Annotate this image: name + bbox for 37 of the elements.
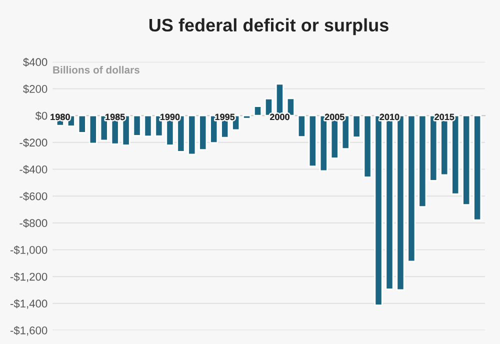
x-tick-label: 1995 xyxy=(215,114,235,120)
bar xyxy=(462,114,471,206)
bar xyxy=(254,106,262,116)
bar xyxy=(407,114,416,262)
x-tick-label: 2000 xyxy=(270,114,290,120)
x-tick-label: 2005 xyxy=(324,114,344,120)
y-tick-label: -$800 xyxy=(20,218,48,228)
bar xyxy=(78,114,86,134)
x-tick-label: 2010 xyxy=(380,114,400,120)
y-tick-label: -$1,400 xyxy=(10,299,48,309)
y-tick-label: -$1,000 xyxy=(10,246,48,256)
bar xyxy=(418,114,427,208)
bar xyxy=(473,114,482,221)
bar xyxy=(363,114,372,178)
y-tick-label: $200 xyxy=(23,84,48,94)
x-tick-label: 1980 xyxy=(50,114,70,120)
x-tick-label: 1985 xyxy=(106,114,125,120)
y-tick-label: $400 xyxy=(23,58,48,67)
y-tick-label: -$400 xyxy=(20,165,48,174)
x-tick-label: 2015 xyxy=(434,114,454,120)
bar xyxy=(242,114,252,120)
y-tick-label: -$200 xyxy=(20,138,48,148)
bar xyxy=(308,114,317,167)
y-tick-label: -$1,600 xyxy=(10,326,48,336)
bar xyxy=(297,114,306,138)
y-tick-label: $0 xyxy=(35,111,48,120)
x-tick-label: 1990 xyxy=(160,114,180,120)
y-tick-label: -$600 xyxy=(20,192,48,201)
bar xyxy=(88,114,98,144)
bar xyxy=(198,114,208,150)
y-tick-label: -$1,200 xyxy=(10,272,48,282)
chart-title: US federal deficit or surplus xyxy=(149,18,388,36)
chart-subtitle: Billions of dollars xyxy=(53,66,140,74)
bar xyxy=(188,114,196,156)
bar xyxy=(132,114,142,136)
bar xyxy=(352,114,361,138)
bar xyxy=(144,114,152,138)
